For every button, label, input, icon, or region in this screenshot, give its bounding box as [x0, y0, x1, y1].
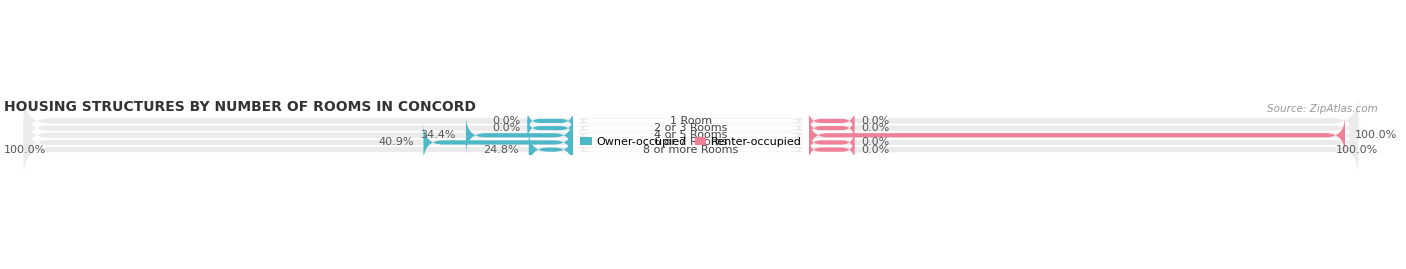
Text: 1 Room: 1 Room	[669, 116, 711, 126]
FancyBboxPatch shape	[527, 109, 574, 133]
Text: 0.0%: 0.0%	[492, 116, 520, 126]
FancyBboxPatch shape	[574, 123, 808, 162]
Text: 0.0%: 0.0%	[492, 123, 520, 133]
FancyBboxPatch shape	[574, 130, 808, 169]
Text: 2 or 3 Rooms: 2 or 3 Rooms	[654, 123, 728, 133]
FancyBboxPatch shape	[808, 109, 855, 133]
FancyBboxPatch shape	[24, 109, 1358, 161]
FancyBboxPatch shape	[574, 101, 808, 140]
Text: 100.0%: 100.0%	[4, 145, 46, 155]
Text: 100.0%: 100.0%	[1336, 145, 1378, 155]
Text: 24.8%: 24.8%	[484, 145, 519, 155]
Legend: Owner-occupied, Renter-occupied: Owner-occupied, Renter-occupied	[576, 132, 806, 151]
FancyBboxPatch shape	[24, 116, 1358, 169]
Text: 0.0%: 0.0%	[860, 145, 889, 155]
FancyBboxPatch shape	[808, 116, 1346, 155]
Text: 40.9%: 40.9%	[378, 137, 413, 147]
FancyBboxPatch shape	[808, 137, 855, 162]
Text: HOUSING STRUCTURES BY NUMBER OF ROOMS IN CONCORD: HOUSING STRUCTURES BY NUMBER OF ROOMS IN…	[4, 100, 477, 114]
Text: 0.0%: 0.0%	[860, 137, 889, 147]
Text: 6 or 7 Rooms: 6 or 7 Rooms	[654, 137, 728, 147]
FancyBboxPatch shape	[529, 130, 574, 169]
Text: 100.0%: 100.0%	[1355, 130, 1398, 140]
Text: 0.0%: 0.0%	[860, 123, 889, 133]
FancyBboxPatch shape	[465, 116, 574, 155]
Text: Source: ZipAtlas.com: Source: ZipAtlas.com	[1267, 104, 1378, 114]
FancyBboxPatch shape	[423, 123, 574, 162]
FancyBboxPatch shape	[24, 123, 1358, 176]
FancyBboxPatch shape	[808, 116, 855, 140]
FancyBboxPatch shape	[24, 95, 1358, 147]
FancyBboxPatch shape	[808, 130, 855, 155]
Text: 34.4%: 34.4%	[420, 130, 456, 140]
FancyBboxPatch shape	[527, 116, 574, 140]
FancyBboxPatch shape	[574, 109, 808, 147]
Text: 4 or 5 Rooms: 4 or 5 Rooms	[654, 130, 728, 140]
Text: 0.0%: 0.0%	[860, 116, 889, 126]
FancyBboxPatch shape	[24, 102, 1358, 154]
Text: 8 or more Rooms: 8 or more Rooms	[644, 145, 738, 155]
FancyBboxPatch shape	[574, 116, 808, 155]
